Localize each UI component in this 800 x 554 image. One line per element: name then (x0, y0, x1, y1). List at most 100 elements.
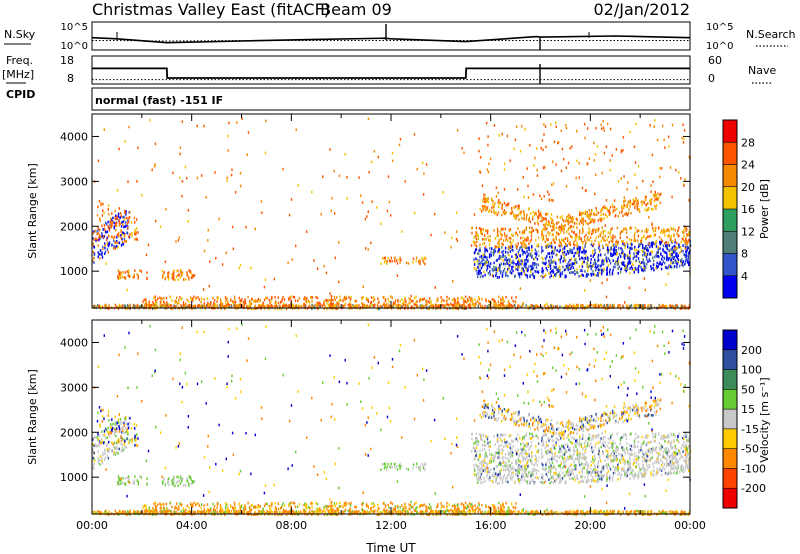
velocity-echo-point (650, 510, 653, 513)
power-echo-point (571, 218, 573, 221)
power-echo-point (558, 141, 560, 144)
power-echo-point (660, 240, 662, 244)
power-echo-point (593, 228, 595, 232)
power-echo-point (524, 259, 526, 262)
velocity-echo-point (596, 511, 598, 515)
power-echo-point (523, 229, 525, 232)
power-echo-point (386, 259, 388, 263)
power-echo-point (101, 256, 104, 259)
power-echo-point (473, 303, 476, 307)
power-echo-point (672, 255, 675, 259)
power-echo-point (478, 137, 480, 140)
power-echo-point (614, 265, 616, 269)
power-echo-point (592, 304, 594, 307)
power-echo-point (577, 306, 579, 309)
power-echo-point (674, 238, 676, 242)
power-echo-point (117, 233, 119, 237)
power-echo-point (684, 226, 686, 230)
power-echo-point (629, 257, 631, 260)
power-echo-point (192, 299, 194, 302)
power-echo-point (120, 272, 122, 276)
power-echo-point (617, 180, 620, 183)
power-echo-point (220, 304, 222, 307)
power-echo-point (536, 230, 539, 234)
power-echo-point (311, 190, 313, 194)
power-echo-point (540, 233, 543, 236)
power-echo-point (637, 257, 640, 260)
power-echo-point (102, 245, 104, 249)
power-echo-point (471, 231, 473, 235)
power-echo-point (440, 300, 443, 304)
velocity-echo-point (175, 511, 177, 515)
power-echo-point (295, 304, 297, 307)
power-echo-point (415, 301, 417, 304)
power-echo-point (404, 298, 406, 302)
power-echo-point (137, 146, 139, 150)
power-echo-point (488, 162, 490, 166)
power-echo-point (503, 168, 506, 171)
velocity-echo-point (600, 510, 603, 513)
power-echo-point (562, 253, 565, 256)
power-echo-point (303, 302, 306, 306)
power-echo-point (609, 303, 612, 307)
power-echo-point (394, 304, 397, 307)
power-echo-point (503, 188, 506, 191)
power-echo-point (630, 238, 633, 242)
power-echo-point (630, 226, 632, 230)
power-echo-point (663, 257, 666, 260)
power-echo-point (640, 200, 643, 204)
power-echo-point (558, 232, 560, 236)
power-echo-point (680, 303, 683, 307)
power-echo-point (604, 307, 606, 310)
power-echo-point (127, 219, 130, 222)
power-echo-point (581, 269, 583, 273)
power-echo-point (560, 129, 562, 133)
power-echo-point (119, 216, 122, 219)
power-echo-point (601, 208, 603, 211)
power-echo-point (458, 304, 460, 307)
power-echo-point (268, 298, 271, 302)
power-echo-point (492, 253, 495, 257)
power-echo-point (176, 296, 178, 300)
power-echo-point (452, 305, 455, 309)
velocity-echo-point (592, 510, 594, 513)
power-echo-point (509, 258, 511, 261)
power-echo-point (103, 224, 106, 227)
power-echo-point (614, 252, 617, 256)
power-echo-point (506, 262, 508, 265)
power-echo-point (648, 307, 651, 310)
power-echo-point (583, 260, 585, 264)
power-echo-point (450, 302, 452, 306)
power-echo-point (670, 238, 672, 241)
power-echo-point (498, 306, 501, 309)
power-echo-point (588, 209, 591, 212)
power-echo-point (569, 303, 571, 307)
power-echo-point (608, 213, 610, 217)
power-echo-point (613, 303, 615, 307)
power-echo-point (315, 303, 317, 307)
velocity-echo-point (218, 510, 221, 513)
power-echo-point (590, 254, 592, 258)
velocity-echo-point (224, 513, 226, 517)
power-echo-point (399, 300, 401, 303)
power-echo-point (186, 274, 188, 277)
power-echo-point (633, 236, 636, 240)
velocity-echo-point (404, 513, 406, 516)
power-echo-point (610, 228, 612, 231)
power-echo-point (605, 145, 608, 148)
power-echo-point (313, 259, 315, 262)
velocity-echo-point (313, 510, 315, 514)
noise-panel-frame (91, 21, 691, 51)
power-echo-point (392, 301, 395, 304)
nave-label: Nave (748, 64, 776, 77)
power-echo-point (239, 263, 242, 267)
velocity-echo-point (286, 511, 288, 515)
power-echo-point (199, 305, 202, 308)
power-echo-point (632, 269, 635, 272)
power-echo-point (564, 268, 567, 271)
power-echo-point (501, 228, 503, 231)
power-echo-point (545, 261, 547, 265)
power-echo-point (676, 246, 678, 250)
power-echo-point (576, 245, 578, 248)
power-echo-point (585, 241, 587, 244)
